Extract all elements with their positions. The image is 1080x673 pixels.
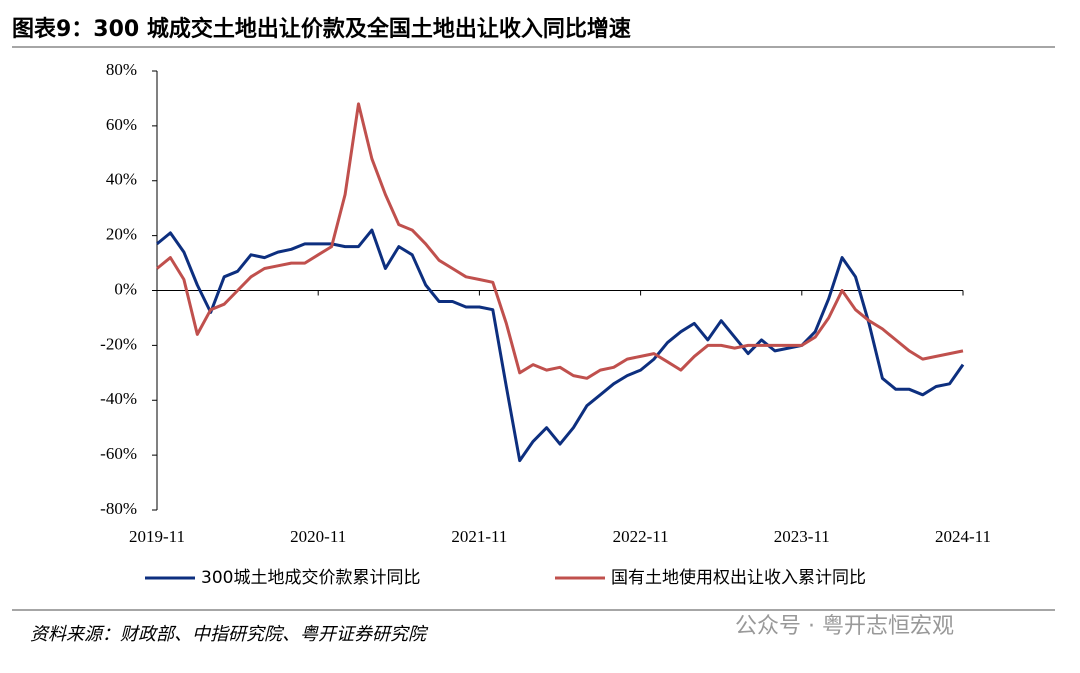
chart-title: 图表9：300 城成交土地出让价款及全国土地出让收入同比增速 bbox=[12, 16, 631, 42]
source: 资料来源：财政部、中指研究院、粤开证券研究院 bbox=[30, 624, 429, 645]
x-tick-label: 2023-11 bbox=[774, 527, 830, 546]
x-tick-label: 2021-11 bbox=[451, 527, 507, 546]
legend-label: 国有土地使用权出让收入累计同比 bbox=[611, 567, 866, 588]
y-tick-label: 40% bbox=[106, 170, 137, 189]
y-tick-label: -40% bbox=[100, 389, 137, 408]
y-tick-label: 0% bbox=[114, 279, 137, 298]
x-tick-label: 2020-11 bbox=[290, 527, 346, 546]
x-tick-label: 2024-11 bbox=[935, 527, 991, 546]
legend-label: 300城土地成交价款累计同比 bbox=[201, 568, 420, 588]
y-tick-label: 20% bbox=[106, 225, 137, 244]
y-tick-label: 60% bbox=[106, 115, 137, 134]
series-line bbox=[156, 228, 965, 463]
series-line bbox=[156, 102, 964, 380]
x-tick-label: 2022-11 bbox=[613, 527, 669, 546]
watermark: 公众号 · 粤开志恒宏观 bbox=[735, 614, 954, 639]
y-tick-label: 80% bbox=[106, 60, 137, 79]
y-tick-label: -80% bbox=[100, 499, 137, 518]
y-tick-label: -60% bbox=[100, 444, 137, 463]
x-tick-label: 2019-11 bbox=[129, 527, 185, 546]
y-tick-label: -20% bbox=[100, 334, 137, 353]
